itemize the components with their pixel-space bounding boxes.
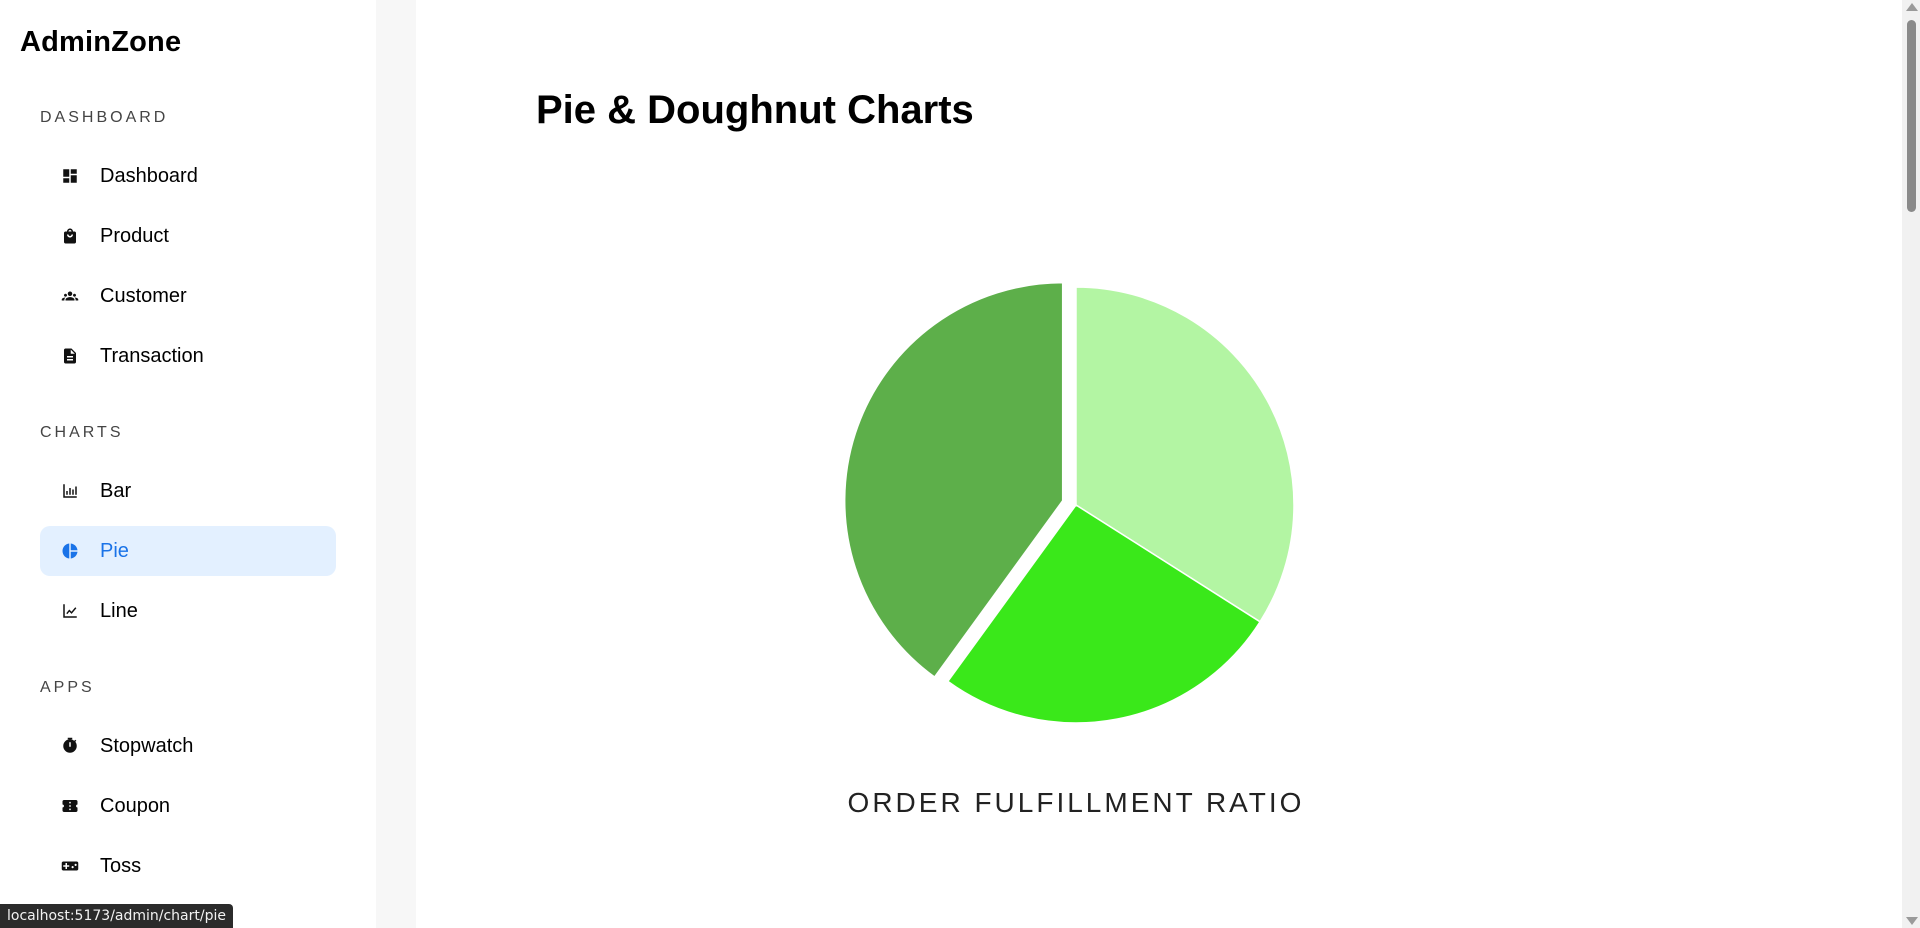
sidebar-gutter: [376, 0, 416, 928]
section-label-dashboard: DASHBOARD: [40, 109, 169, 126]
scroll-down-arrow-icon[interactable]: [1906, 917, 1918, 925]
section-label-charts: CHARTS: [40, 424, 124, 441]
sidebar-item-label: Pie: [100, 539, 129, 562]
sidebar-item-label: Customer: [100, 284, 187, 307]
sidebar-item-label: Dashboard: [100, 164, 198, 187]
sidebar-item-label: Stopwatch: [100, 734, 194, 757]
bar-chart-icon: [60, 481, 80, 501]
stopwatch-icon: [60, 736, 80, 756]
pie-slice-1[interactable]: [1075, 286, 1295, 623]
section-label-apps: APPS: [40, 679, 95, 696]
sidebar-item-label: Bar: [100, 479, 132, 502]
line-chart-icon: [60, 601, 80, 621]
sidebar-item-coupon[interactable]: Coupon: [40, 781, 336, 831]
sidebar-item-toss[interactable]: Toss: [40, 841, 336, 891]
sidebar-item-product[interactable]: Product: [40, 211, 336, 261]
sidebar-item-label: Coupon: [100, 794, 171, 817]
sidebar-item-label: Line: [100, 599, 138, 622]
sidebar-item-customer[interactable]: Customer: [40, 271, 336, 321]
sidebar-item-pie[interactable]: Pie: [40, 526, 336, 576]
gamepad-icon: [60, 856, 80, 876]
ticket-icon: [60, 796, 80, 816]
sidebar-item-transaction[interactable]: Transaction: [40, 331, 336, 381]
scroll-up-arrow-icon[interactable]: [1906, 3, 1918, 11]
page-title: Pie & Doughnut Charts: [536, 88, 974, 132]
main-content: Pie & Doughnut Charts ORDER FULFILLMENT …: [416, 0, 1902, 928]
browser-status-bar: localhost:5173/admin/chart/pie: [0, 904, 233, 928]
pie-slice-2[interactable]: [946, 503, 1262, 724]
pie-slice-3[interactable]: [843, 281, 1064, 679]
sidebar-item-label: Product: [100, 224, 169, 247]
pie-chart-svg: [843, 281, 1295, 724]
scroll-thumb[interactable]: [1907, 20, 1916, 212]
sidebar: AdminZone DASHBOARD Dashboard Product Cu…: [0, 0, 376, 928]
brand-logo: AdminZone: [20, 26, 182, 58]
people-icon: [60, 286, 80, 306]
shopping-bag-icon: [60, 226, 80, 246]
dashboard-icon: [60, 166, 80, 186]
sidebar-item-line[interactable]: Line: [40, 586, 336, 636]
pie-chart-icon: [60, 541, 80, 561]
sidebar-item-bar[interactable]: Bar: [40, 466, 336, 516]
sidebar-item-stopwatch[interactable]: Stopwatch: [40, 721, 336, 771]
chart-caption: ORDER FULFILLMENT RATIO: [847, 787, 1305, 818]
sidebar-item-dashboard[interactable]: Dashboard: [40, 151, 336, 201]
sidebar-item-label: Toss: [100, 854, 142, 877]
pie-chart: [836, 270, 1316, 740]
vertical-scrollbar[interactable]: [1902, 0, 1920, 928]
document-icon: [60, 346, 80, 366]
sidebar-item-label: Transaction: [100, 344, 204, 367]
